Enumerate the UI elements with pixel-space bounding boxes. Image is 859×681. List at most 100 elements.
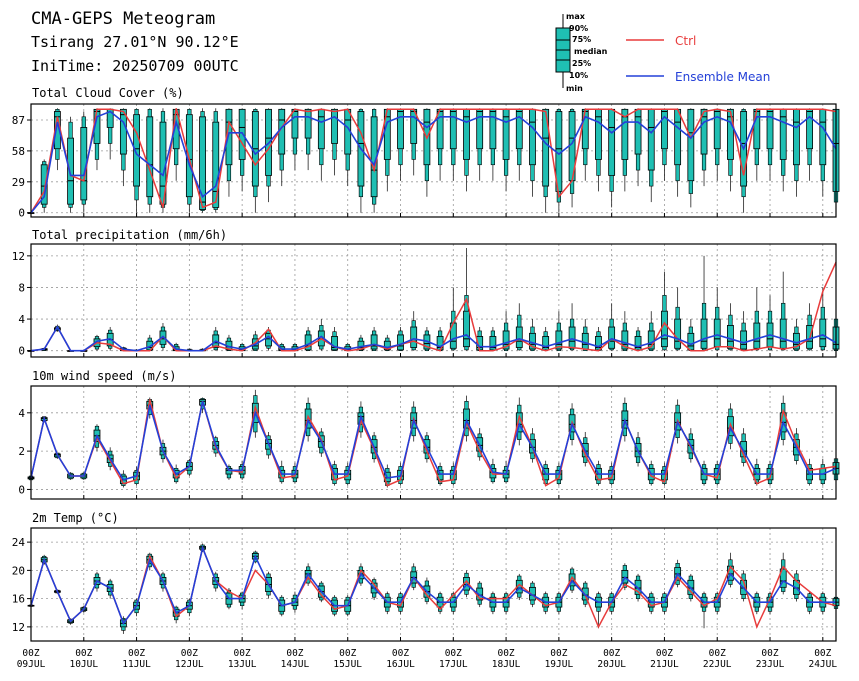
- box-upper-tail: [411, 320, 416, 328]
- box-precip: [661, 271, 668, 351]
- x-tick-date: 17JUL: [439, 659, 468, 670]
- box-cloud: [608, 108, 616, 208]
- box-lower-tail: [477, 599, 482, 605]
- box-upper-tail: [240, 344, 245, 348]
- x-tick-hour: 00Z: [339, 648, 356, 659]
- box-lower-tail: [556, 348, 561, 351]
- box-upper-tail: [108, 450, 113, 456]
- box-iqr: [608, 108, 616, 176]
- x-tick-hour: 00Z: [75, 648, 92, 659]
- box-upper-tail: [794, 326, 799, 334]
- x-tick-date: 20JUL: [597, 659, 626, 670]
- x-tick-date: 13JUL: [228, 659, 257, 670]
- box-lower-tail: [253, 185, 258, 198]
- box-upper-tail: [160, 326, 166, 332]
- box-lower-tail: [292, 605, 298, 610]
- box-iqr: [661, 108, 668, 150]
- box-upper-tail: [715, 306, 720, 320]
- box-upper-tail: [741, 109, 746, 112]
- box-lower-tail: [556, 479, 561, 484]
- box-upper-tail: [635, 437, 641, 444]
- box-upper-tail: [622, 322, 627, 332]
- box-lower-tail: [490, 606, 495, 612]
- box-lower-tail: [820, 164, 825, 182]
- box-cloud: [199, 108, 206, 213]
- y-tick-label: 58: [12, 145, 25, 158]
- y-tick-label: 0: [18, 483, 25, 496]
- box-lower-tail: [609, 479, 614, 484]
- box-legend: max 90% 75% median 25% 10% min: [555, 12, 608, 93]
- box-lower-tail: [213, 207, 218, 210]
- box-lower-tail: [226, 164, 232, 182]
- box-wind: [753, 458, 761, 486]
- box-iqr: [740, 330, 748, 350]
- box-precip: [647, 311, 655, 351]
- box-upper-tail: [701, 593, 707, 598]
- box-wind: [463, 395, 470, 442]
- box-lower-tail: [385, 159, 390, 176]
- box-upper-tail: [437, 593, 443, 598]
- box-lower-tail: [68, 203, 73, 208]
- legend-box-lower: [555, 59, 571, 73]
- box-iqr: [806, 108, 814, 150]
- y-tick-label: 12: [12, 250, 25, 263]
- box-lower-tail: [609, 606, 614, 612]
- box-upper-tail: [372, 435, 377, 440]
- box-cloud: [687, 108, 695, 208]
- legend-p75: 75%: [572, 35, 591, 44]
- box-iqr: [661, 310, 668, 348]
- x-tick-hour: 00Z: [497, 648, 514, 659]
- box-cloud: [238, 108, 246, 192]
- box-precip: [502, 311, 510, 351]
- box-cloud: [542, 108, 550, 213]
- box-upper-tail: [556, 322, 561, 332]
- box-lower-tail: [728, 579, 733, 585]
- box-lower-tail: [503, 348, 509, 351]
- box-lower-tail: [332, 143, 337, 160]
- box-upper-tail: [134, 109, 139, 115]
- box-cloud: [212, 108, 220, 213]
- box-iqr: [370, 334, 378, 350]
- box-upper-tail: [556, 109, 561, 112]
- box-lower-tail: [675, 348, 680, 351]
- box-lower-tail: [807, 348, 812, 351]
- box-upper-tail: [160, 111, 166, 123]
- box-precip: [700, 255, 708, 351]
- box-upper-tail: [622, 402, 627, 412]
- box-iqr: [793, 108, 800, 166]
- x-tick-date: 18JUL: [492, 659, 521, 670]
- box-lower-tail: [160, 454, 166, 460]
- box-lower-tail: [424, 596, 430, 602]
- box-cloud: [278, 108, 286, 187]
- box-lower-tail: [530, 348, 535, 351]
- box-lower-tail: [464, 346, 469, 351]
- y-tick-label: 8: [18, 281, 25, 294]
- y-tick-label: 4: [18, 407, 25, 420]
- box-upper-tail: [701, 302, 707, 320]
- box-upper-tail: [200, 398, 205, 400]
- box-upper-tail: [68, 121, 73, 139]
- box-upper-tail: [385, 468, 390, 473]
- box-lower-tail: [187, 469, 192, 475]
- box-precip: [529, 319, 536, 351]
- box-cloud: [344, 108, 352, 187]
- box-upper-tail: [279, 596, 284, 601]
- box-lower-tail: [675, 164, 680, 182]
- box-upper-tail: [332, 464, 337, 469]
- box-cloud: [819, 108, 827, 197]
- box-upper-tail: [306, 566, 311, 571]
- box-upper-tail: [781, 302, 786, 320]
- box-upper-tail: [688, 326, 693, 334]
- box-precip: [370, 326, 378, 351]
- box-precip: [713, 287, 721, 351]
- x-tick-hour: 00Z: [392, 648, 409, 659]
- box-upper-tail: [319, 431, 324, 437]
- box-upper-tail: [55, 109, 60, 112]
- x-tick-hour: 00Z: [181, 648, 198, 659]
- box-upper-tail: [767, 310, 773, 324]
- box-lower-tail: [649, 348, 654, 351]
- box-precip: [819, 287, 827, 351]
- box-upper-tail: [609, 593, 614, 598]
- box-cloud: [106, 108, 114, 160]
- box-lower-tail: [187, 608, 192, 614]
